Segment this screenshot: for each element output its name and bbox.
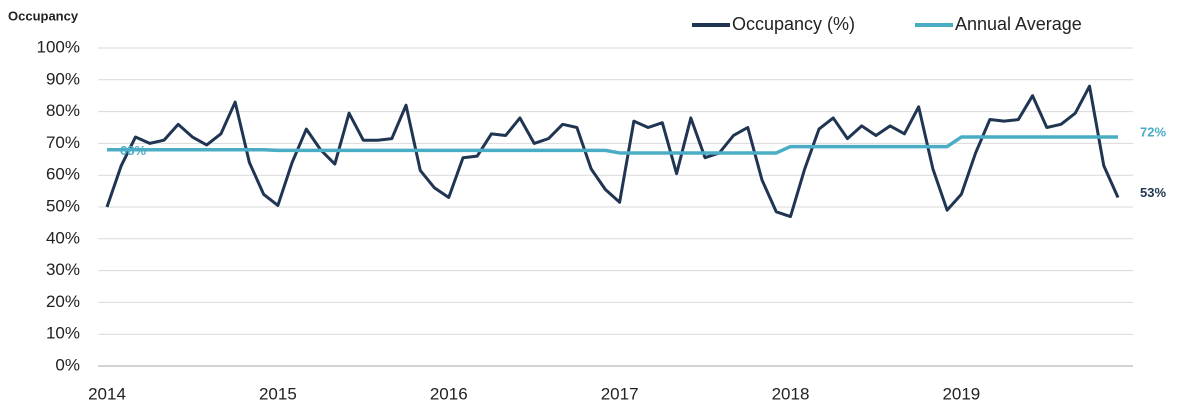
y-tick-label: 80% (46, 101, 80, 120)
x-tick-label: 2018 (772, 384, 810, 403)
series-line (105, 84, 1120, 219)
y-tick-label: 30% (46, 260, 80, 279)
x-tick-label: 2019 (942, 384, 980, 403)
y-tick-label: 90% (46, 69, 80, 88)
y-tick-label: 20% (46, 292, 80, 311)
legend-label: Annual Average (955, 14, 1082, 34)
y-axis-label: Occupancy (8, 8, 79, 23)
data-label: 72% (1140, 124, 1166, 139)
y-tick-label: 40% (46, 228, 80, 247)
x-tick-label: 2015 (259, 384, 297, 403)
y-tick-label: 50% (46, 196, 80, 215)
x-tick-label: 2017 (601, 384, 639, 403)
x-tick-label: 2016 (430, 384, 468, 403)
legend-label: Occupancy (%) (732, 14, 855, 34)
y-tick-label: 70% (46, 133, 80, 152)
y-tick-label: 60% (46, 165, 80, 184)
data-label: 68% (120, 143, 146, 158)
y-tick-label: 10% (46, 324, 80, 343)
x-tick-label: 2014 (88, 384, 126, 403)
y-tick-label: 0% (55, 355, 80, 374)
series-line (107, 135, 1118, 155)
data-label: 53% (1140, 185, 1166, 200)
y-tick-label: 100% (37, 37, 80, 56)
